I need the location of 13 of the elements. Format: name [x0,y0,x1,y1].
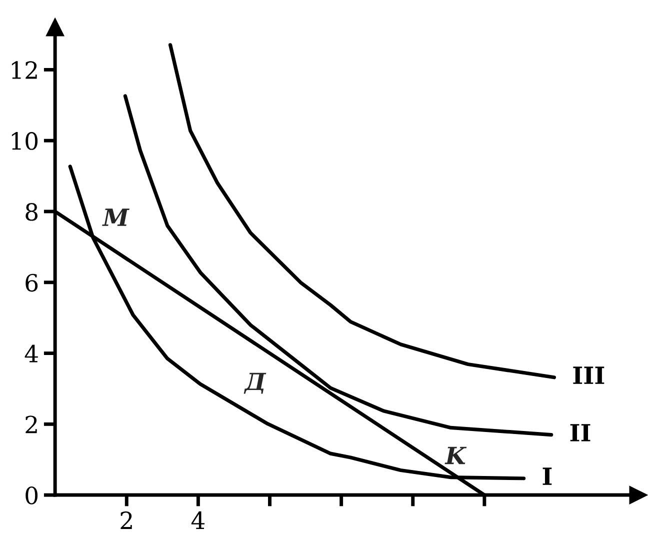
y-tick-label: 8 [26,202,38,221]
annotation: K [444,446,467,464]
series-label: I [542,468,552,485]
series-label: III [573,366,604,384]
y-tick-label: 2 [26,416,37,434]
annotation: Д [244,372,266,394]
series-label: II [570,424,590,442]
y-tick-label: 10 [12,132,38,150]
y-tick-label: 6 [26,274,38,292]
annotation: M [102,208,130,226]
y-tick-label: 0 [26,486,38,504]
y-tick-label: 12 [12,61,37,79]
y-tick-label: 4 [24,344,38,362]
